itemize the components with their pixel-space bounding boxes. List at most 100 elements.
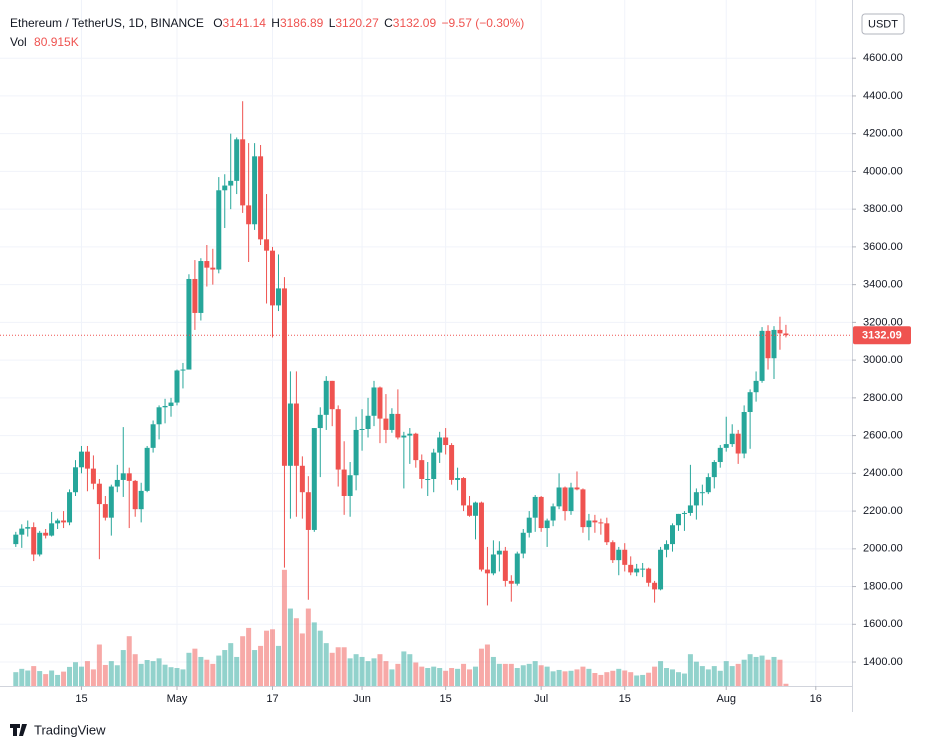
candle-body [281,288,287,466]
volume-bar [353,654,359,686]
candle-body [502,550,508,581]
axes: 1400.00 1600.00 1800.00 2000.00 2200.00 2400.… [0,52,911,705]
x-tick-label: 15 [440,693,452,705]
x-tick-label: 17 [266,693,278,705]
candle-body [90,468,96,484]
last-price-box [853,326,911,345]
open-value: 3141.14 [223,16,267,30]
candle-body [413,433,419,461]
candle-body [711,462,717,478]
candle-body [419,460,425,479]
grid [0,0,852,686]
volume-bar [532,661,538,686]
candle-body [753,380,759,393]
candle-body [693,492,699,506]
volume-bar [31,666,37,686]
logo[interactable]: TradingView [10,722,106,737]
volume-bar [472,666,478,686]
logo-icon [10,724,27,736]
candle-body [562,487,568,512]
open-prefix: O [213,16,222,30]
y-tick-label: 3000.00 [863,354,903,366]
candle-body [496,550,502,555]
candle-body [741,412,747,454]
candle-body [526,517,532,533]
volume-bar [747,654,753,686]
candle-body [664,544,670,550]
volume-bar [437,668,443,686]
volume-bar [126,636,132,686]
volume-bar [228,643,234,686]
volume-bar [305,608,311,686]
candle-body [270,250,276,306]
volume-bar [431,666,437,686]
volume-title: Vol [10,35,27,49]
candle-body [264,239,270,251]
y-tick-label: 2000.00 [863,543,903,555]
candle-body [717,447,723,463]
candle-body [431,452,437,479]
candle-body [675,513,681,526]
volume-bar [544,666,550,686]
candle-body [467,505,473,516]
candle-body [186,278,192,370]
candle-body [293,403,299,466]
low-prefix: L [329,16,336,30]
volume-bar [586,668,592,686]
volume-bar [395,663,401,686]
volume-bar [377,654,383,686]
volume-bar [562,671,568,686]
candle-body [43,532,49,536]
volume-bar [341,647,347,686]
volume-bar [741,659,747,686]
candle-body [210,267,216,270]
y-tick-label: 4200.00 [863,128,903,140]
candle-body [729,433,735,445]
candle-body [443,437,449,446]
volume-bar [84,661,90,686]
logo-text[interactable]: TradingView [34,722,106,737]
candle-body [31,527,37,555]
candle-body [461,478,467,506]
candles [13,101,789,606]
currency[interactable]: USDT [868,18,898,30]
candle-body [102,504,108,518]
candle-body [383,418,389,430]
candle-body [723,444,729,448]
volume-bar [496,663,502,686]
candle-body [138,490,144,510]
volume-bar [693,661,699,686]
volume-bar [73,662,78,686]
volume-bar [568,670,574,686]
y-tick-label: 4000.00 [863,165,903,177]
volume-bar [204,659,210,686]
candle-body [287,403,293,466]
currency-box[interactable] [861,13,905,35]
candle-body [299,465,305,493]
volume-bar [526,663,532,686]
x-tick-label: Jun [353,693,371,705]
volume-bar [711,666,717,686]
candle-body [132,480,138,510]
volume-bar [634,675,640,686]
volume-bar [401,651,407,686]
x-tick-label: Aug [716,693,736,705]
volume-bar [777,659,783,686]
close-prefix: C [384,16,393,30]
candle-body [592,520,598,523]
volume-bar [664,668,670,686]
candle-body [598,522,604,524]
volume-bar [55,674,61,686]
candle-body [646,568,652,583]
volume-value: 80.915K [34,35,79,49]
volume-bar [371,658,377,686]
candle-body [61,520,67,523]
volume-bar [520,665,526,686]
candle-body [37,532,43,555]
candle-body [735,433,741,454]
volume-bar [323,643,329,686]
candle-body [329,380,335,410]
volume-bar [389,669,395,686]
